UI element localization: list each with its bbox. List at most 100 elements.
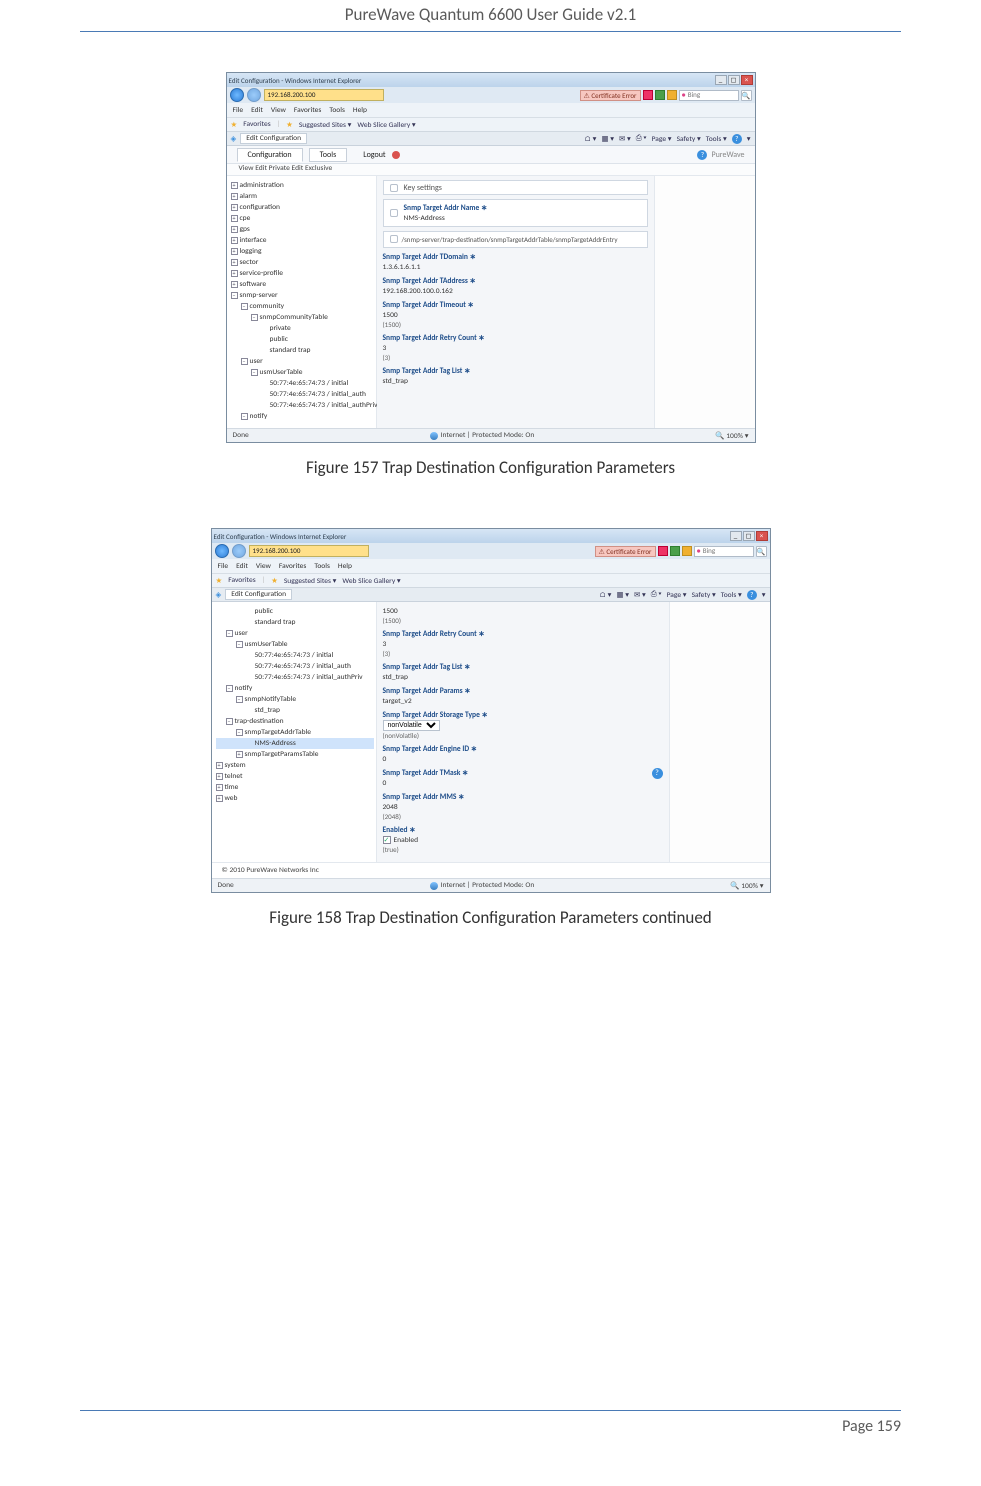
menu-file[interactable]: File bbox=[218, 562, 229, 571]
favorites-star-icon[interactable]: ★ bbox=[231, 120, 238, 130]
engine-id-value[interactable]: 0 bbox=[383, 755, 663, 764]
tree-node[interactable]: public bbox=[216, 606, 374, 617]
tree-node[interactable]: +service-profile bbox=[231, 268, 374, 279]
tmask-value[interactable]: 0 bbox=[383, 779, 663, 788]
tree-node[interactable]: private bbox=[231, 323, 374, 334]
favorites-icon[interactable] bbox=[667, 90, 677, 100]
menu-file[interactable]: File bbox=[233, 106, 244, 115]
web-slice-gallery-link[interactable]: Web Slice Gallery ▾ bbox=[357, 120, 415, 130]
tab-tools[interactable]: Tools bbox=[309, 148, 348, 162]
menu-view[interactable]: View bbox=[256, 562, 271, 571]
help-icon[interactable]: ? bbox=[732, 134, 742, 144]
tree-node[interactable]: −community bbox=[231, 301, 374, 312]
page-menu[interactable]: Page ▾ bbox=[652, 134, 672, 144]
print-icon[interactable]: ⎙ ▾ bbox=[651, 590, 662, 600]
tree-node[interactable]: −snmpCommunityTable bbox=[231, 312, 374, 323]
feeds-icon[interactable]: ▦ ▾ bbox=[601, 134, 614, 144]
print-icon[interactable]: ⎙ ▾ bbox=[636, 134, 647, 144]
tree-node[interactable]: +sector bbox=[231, 257, 374, 268]
certificate-error-badge[interactable]: ⚠ Certificate Error bbox=[580, 90, 641, 101]
tree-node[interactable]: 50:77:4e:65:74:73 / initial_auth bbox=[216, 661, 374, 672]
tree-node[interactable]: −user bbox=[231, 356, 374, 367]
mms-value[interactable]: 2048 bbox=[383, 803, 663, 812]
browser-tab[interactable]: Edit Configuration bbox=[240, 133, 307, 144]
timeout-value[interactable]: 1500 bbox=[383, 311, 648, 320]
mail-icon[interactable]: ✉ ▾ bbox=[619, 134, 631, 144]
search-box[interactable]: ●Bing bbox=[679, 90, 739, 101]
tree-node[interactable]: −notify bbox=[231, 411, 374, 422]
tdomain-value[interactable]: 1.3.6.1.6.1.1 bbox=[383, 263, 648, 272]
tools-menu[interactable]: Tools ▾ bbox=[706, 134, 727, 144]
tools-menu[interactable]: Tools ▾ bbox=[721, 590, 742, 600]
zoom-level[interactable]: 🔍 100% ▾ bbox=[730, 881, 763, 891]
menu-favorites[interactable]: Favorites bbox=[294, 106, 321, 115]
tree-node[interactable]: standard trap bbox=[216, 617, 374, 628]
tree-node[interactable]: NMS-Address bbox=[216, 738, 374, 749]
favorites-star-icon[interactable]: ★ bbox=[216, 576, 223, 586]
forward-button[interactable] bbox=[232, 544, 246, 558]
tree-node[interactable]: +interface bbox=[231, 235, 374, 246]
tree-node[interactable]: standard trap bbox=[231, 345, 374, 356]
tree-node[interactable]: +software bbox=[231, 279, 374, 290]
mail-icon[interactable]: ✉ ▾ bbox=[634, 590, 646, 600]
home-icon[interactable]: ⌂ ▾ bbox=[584, 134, 596, 144]
tree-node[interactable]: +logging bbox=[231, 246, 374, 257]
menu-edit[interactable]: Edit bbox=[251, 106, 263, 115]
feeds-icon[interactable]: ▦ ▾ bbox=[616, 590, 629, 600]
forward-button[interactable] bbox=[247, 88, 261, 102]
tree-node[interactable]: 50:77:4e:65:74:73 / initial bbox=[216, 650, 374, 661]
menu-tools[interactable]: Tools bbox=[329, 106, 345, 115]
browser-tab[interactable]: Edit Configuration bbox=[225, 589, 292, 600]
close-button[interactable]: × bbox=[756, 531, 768, 541]
params-value[interactable]: target_v2 bbox=[383, 697, 663, 706]
taddress-value[interactable]: 192.168.200.100.0.162 bbox=[383, 287, 648, 296]
back-button[interactable] bbox=[230, 88, 244, 102]
tree-node[interactable]: +gps bbox=[231, 224, 374, 235]
tree-node[interactable]: +telnet bbox=[216, 771, 374, 782]
taglist-value[interactable]: std_trap bbox=[383, 377, 648, 386]
tree-node[interactable]: +snmpTargetParamsTable bbox=[216, 749, 374, 760]
search-box[interactable]: ●Bing bbox=[694, 546, 754, 557]
tree-node[interactable]: +time bbox=[216, 782, 374, 793]
maximize-button[interactable]: ◻ bbox=[743, 531, 755, 541]
menu-tools[interactable]: Tools bbox=[314, 562, 330, 571]
help-icon[interactable]: ? bbox=[652, 768, 663, 779]
tree-node[interactable]: 50:77:4e:65:74:73 / initial bbox=[231, 378, 374, 389]
favorites-label[interactable]: Favorites bbox=[243, 120, 270, 129]
logout-link[interactable]: Logout bbox=[363, 150, 385, 160]
tree-node[interactable]: +cpe bbox=[231, 213, 374, 224]
tree-node[interactable]: −usmUserTable bbox=[216, 639, 374, 650]
safety-menu[interactable]: Safety ▾ bbox=[677, 134, 701, 144]
certificate-error-badge[interactable]: ⚠ Certificate Error bbox=[595, 546, 656, 557]
tree-node[interactable]: −snmpNotifyTable bbox=[216, 694, 374, 705]
search-icon[interactable]: 🔍 bbox=[756, 546, 767, 557]
taglist-value[interactable]: std_trap bbox=[383, 673, 663, 682]
suggested-sites-link[interactable]: Suggested Sites ▾ bbox=[299, 120, 352, 130]
tree-node[interactable]: 50:77:4e:65:74:73 / initial_authPriv bbox=[216, 672, 374, 683]
menu-help[interactable]: Help bbox=[353, 106, 367, 115]
close-button[interactable]: × bbox=[741, 75, 753, 85]
tree-node[interactable]: −trap-destination bbox=[216, 716, 374, 727]
enabled-checkbox[interactable] bbox=[383, 836, 391, 844]
storage-select[interactable]: nonVolatile bbox=[383, 720, 440, 731]
tree-node[interactable]: public bbox=[231, 334, 374, 345]
back-button[interactable] bbox=[215, 544, 229, 558]
tree-node[interactable]: +alarm bbox=[231, 191, 374, 202]
home-icon[interactable]: ⌂ ▾ bbox=[599, 590, 611, 600]
suggested-sites-link[interactable]: Suggested Sites ▾ bbox=[284, 576, 337, 586]
tree-node[interactable]: −snmp-server bbox=[231, 290, 374, 301]
search-icon[interactable]: 🔍 bbox=[741, 90, 752, 101]
tree-node[interactable]: +web bbox=[216, 793, 374, 804]
menu-favorites[interactable]: Favorites bbox=[279, 562, 306, 571]
url-field[interactable]: 192.168.200.100 bbox=[249, 545, 369, 557]
retry-value[interactable]: 3 bbox=[383, 344, 648, 353]
favorites-icon[interactable] bbox=[682, 546, 692, 556]
menu-view[interactable]: View bbox=[271, 106, 286, 115]
tree-node[interactable]: +administration bbox=[231, 180, 374, 191]
safety-menu[interactable]: Safety ▾ bbox=[692, 590, 716, 600]
minimize-button[interactable]: _ bbox=[715, 75, 727, 85]
page-menu[interactable]: Page ▾ bbox=[667, 590, 687, 600]
tree-node[interactable]: 50:77:4e:65:74:73 / initial_auth bbox=[231, 389, 374, 400]
help-icon[interactable]: ? bbox=[697, 150, 707, 160]
menu-edit[interactable]: Edit bbox=[236, 562, 248, 571]
